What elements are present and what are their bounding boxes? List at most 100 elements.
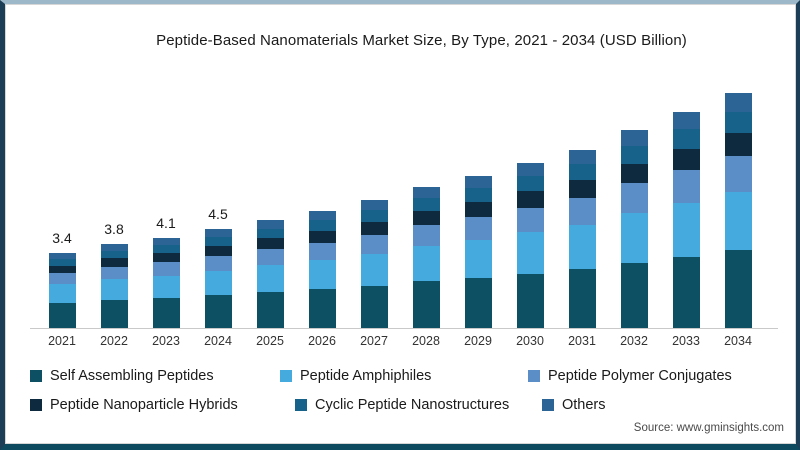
segment-cyclic-peptide-nanostructures bbox=[49, 259, 76, 266]
x-axis-label-2023: 2023 bbox=[152, 334, 180, 348]
segment-peptide-polymer-conjugates bbox=[49, 273, 76, 284]
segment-peptide-nanoparticle-hybrids bbox=[257, 238, 284, 249]
segment-peptide-amphiphiles bbox=[621, 213, 648, 263]
legend-swatch-peptide-amphiphiles bbox=[280, 370, 292, 382]
segment-self-assembling-peptides bbox=[49, 303, 76, 328]
segment-peptide-nanoparticle-hybrids bbox=[49, 266, 76, 273]
segment-self-assembling-peptides bbox=[361, 286, 388, 328]
legend-label-self-assembling-peptides: Self Assembling Peptides bbox=[50, 368, 214, 384]
segment-peptide-amphiphiles bbox=[569, 225, 596, 269]
segment-peptide-nanoparticle-hybrids bbox=[569, 180, 596, 198]
value-label-2023: 4.1 bbox=[156, 215, 176, 231]
segment-others bbox=[257, 220, 284, 229]
segment-peptide-polymer-conjugates bbox=[725, 156, 752, 192]
segment-peptide-polymer-conjugates bbox=[309, 243, 336, 260]
segment-peptide-polymer-conjugates bbox=[257, 249, 284, 265]
segment-peptide-polymer-conjugates bbox=[621, 183, 648, 213]
x-axis-label-2026: 2026 bbox=[308, 334, 336, 348]
segment-peptide-amphiphiles bbox=[309, 260, 336, 289]
legend-swatch-self-assembling-peptides bbox=[30, 370, 42, 382]
segment-others bbox=[413, 187, 440, 198]
segment-peptide-nanoparticle-hybrids bbox=[101, 258, 128, 267]
x-axis-label-2022: 2022 bbox=[100, 334, 128, 348]
bar-2031 bbox=[569, 150, 596, 328]
legend-label-others: Others bbox=[562, 397, 606, 413]
bar-2034 bbox=[725, 93, 752, 328]
segment-peptide-polymer-conjugates bbox=[361, 235, 388, 254]
legend-item-others: Others bbox=[542, 395, 606, 415]
x-axis-label-2034: 2034 bbox=[724, 334, 752, 348]
segment-peptide-nanoparticle-hybrids bbox=[413, 211, 440, 225]
segment-others bbox=[465, 176, 492, 188]
segment-self-assembling-peptides bbox=[257, 292, 284, 328]
x-axis-label-2030: 2030 bbox=[516, 334, 544, 348]
legend-item-peptide-amphiphiles: Peptide Amphiphiles bbox=[280, 366, 431, 386]
segment-others bbox=[49, 253, 76, 259]
segment-peptide-nanoparticle-hybrids bbox=[153, 253, 180, 262]
segment-peptide-polymer-conjugates bbox=[205, 256, 232, 271]
segment-peptide-polymer-conjugates bbox=[517, 208, 544, 232]
segment-peptide-polymer-conjugates bbox=[569, 198, 596, 225]
segment-peptide-amphiphiles bbox=[517, 232, 544, 274]
segment-peptide-polymer-conjugates bbox=[101, 267, 128, 279]
legend-item-peptide-polymer-conjugates: Peptide Polymer Conjugates bbox=[528, 366, 732, 386]
value-label-2021: 3.4 bbox=[52, 230, 72, 246]
segment-cyclic-peptide-nanostructures bbox=[361, 210, 388, 222]
x-axis-label-2024: 2024 bbox=[204, 334, 232, 348]
segment-peptide-nanoparticle-hybrids bbox=[361, 222, 388, 235]
segment-cyclic-peptide-nanostructures bbox=[309, 220, 336, 231]
bar-2024 bbox=[205, 229, 232, 328]
segment-peptide-amphiphiles bbox=[673, 203, 700, 257]
x-axis-line bbox=[30, 328, 778, 329]
segment-cyclic-peptide-nanostructures bbox=[205, 237, 232, 246]
bar-2033 bbox=[673, 112, 700, 328]
legend-item-cyclic-peptide-nanostructures: Cyclic Peptide Nanostructures bbox=[295, 395, 509, 415]
x-axis-label-2029: 2029 bbox=[464, 334, 492, 348]
segment-peptide-amphiphiles bbox=[257, 265, 284, 292]
value-label-2024: 4.5 bbox=[208, 206, 228, 222]
legend-item-peptide-nanoparticle-hybrids: Peptide Nanoparticle Hybrids bbox=[30, 395, 238, 415]
segment-others bbox=[673, 112, 700, 129]
segment-self-assembling-peptides bbox=[517, 274, 544, 328]
legend-item-self-assembling-peptides: Self Assembling Peptides bbox=[30, 366, 214, 386]
legend-swatch-peptide-nanoparticle-hybrids bbox=[30, 399, 42, 411]
segment-others bbox=[101, 244, 128, 251]
x-axis-label-2021: 2021 bbox=[48, 334, 76, 348]
segment-peptide-nanoparticle-hybrids bbox=[621, 164, 648, 183]
segment-cyclic-peptide-nanostructures bbox=[101, 251, 128, 258]
segment-self-assembling-peptides bbox=[309, 289, 336, 328]
bar-2030 bbox=[517, 163, 544, 328]
segment-others bbox=[361, 200, 388, 210]
segment-self-assembling-peptides bbox=[569, 269, 596, 328]
x-axis-label-2033: 2033 bbox=[672, 334, 700, 348]
x-axis-label-2027: 2027 bbox=[360, 334, 388, 348]
x-axis-label-2025: 2025 bbox=[256, 334, 284, 348]
segment-peptide-nanoparticle-hybrids bbox=[517, 191, 544, 208]
segment-others bbox=[725, 93, 752, 112]
segment-cyclic-peptide-nanostructures bbox=[569, 164, 596, 180]
legend-swatch-cyclic-peptide-nanostructures bbox=[295, 399, 307, 411]
bar-2023 bbox=[153, 238, 180, 328]
legend-swatch-others bbox=[542, 399, 554, 411]
source-credit: Source: www.gminsights.com bbox=[633, 422, 784, 434]
segment-self-assembling-peptides bbox=[465, 278, 492, 328]
segment-cyclic-peptide-nanostructures bbox=[725, 112, 752, 133]
bar-2028 bbox=[413, 187, 440, 328]
bar-2027 bbox=[361, 200, 388, 328]
x-axis-label-2028: 2028 bbox=[412, 334, 440, 348]
segment-others bbox=[153, 238, 180, 245]
segment-peptide-amphiphiles bbox=[413, 246, 440, 281]
segment-peptide-nanoparticle-hybrids bbox=[205, 246, 232, 256]
legend-label-peptide-amphiphiles: Peptide Amphiphiles bbox=[300, 368, 432, 384]
segment-self-assembling-peptides bbox=[153, 298, 180, 328]
segment-peptide-polymer-conjugates bbox=[413, 225, 440, 246]
bar-2026 bbox=[309, 211, 336, 328]
bar-2022 bbox=[101, 244, 128, 328]
bar-2025 bbox=[257, 220, 284, 328]
segment-peptide-amphiphiles bbox=[465, 240, 492, 278]
legend-label-cyclic-peptide-nanostructures: Cyclic Peptide Nanostructures bbox=[315, 397, 510, 413]
segment-others bbox=[569, 150, 596, 164]
segment-self-assembling-peptides bbox=[725, 250, 752, 328]
legend-label-peptide-nanoparticle-hybrids: Peptide Nanoparticle Hybrids bbox=[50, 397, 238, 413]
